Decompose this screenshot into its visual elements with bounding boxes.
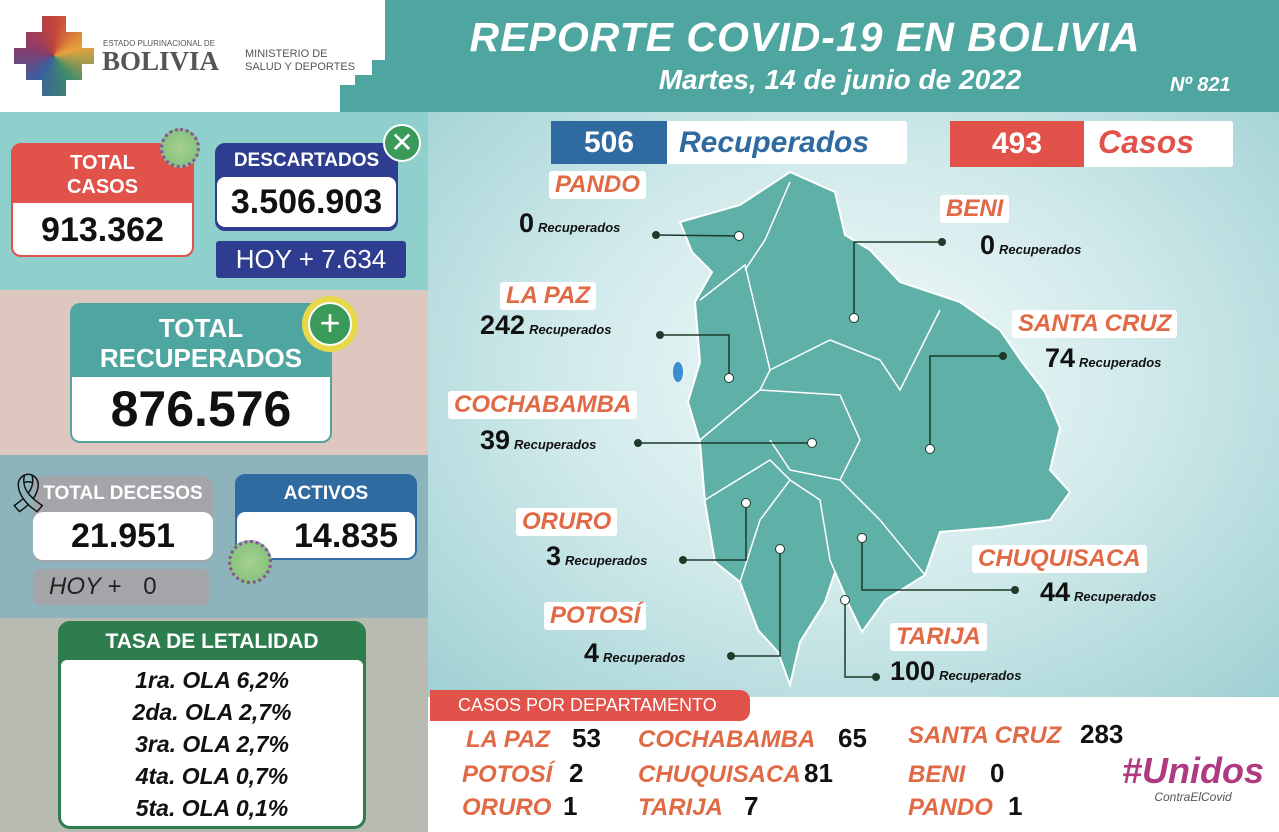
map-label-potos-: POTOSÍ — [544, 602, 647, 630]
logo-name: BOLIVIA — [102, 46, 220, 76]
ola-row: 2da. OLA 2,7% — [132, 699, 292, 725]
connector-line — [683, 503, 747, 561]
connector-line — [844, 600, 876, 678]
bolivia-shape — [678, 170, 1072, 689]
connector-line — [731, 549, 781, 657]
map-label-cochabamba: COCHABAMBA — [448, 391, 638, 419]
total-casos-card: TOTAL CASOS 913.362 — [11, 143, 194, 257]
map-label-santa-cruz: SANTA CRUZ — [1012, 310, 1178, 338]
mourning-ribbon-icon: 🎗 — [4, 473, 53, 515]
total-recuperados-card: TOTAL RECUPERADOS 876.576 — [70, 303, 332, 443]
map-recovered-potos-: 4 Recuperados — [584, 638, 686, 668]
map-recovered-la-paz: 242 Recuperados — [480, 310, 612, 340]
connector-line — [655, 234, 740, 237]
ola-row: 5ta. OLA 0,1% — [135, 795, 289, 821]
casos-dept-name: TARIJA — [638, 794, 723, 821]
map-marker — [741, 498, 751, 508]
connector-line — [929, 355, 1003, 449]
connector-end-dot — [1011, 586, 1019, 594]
connector-end-dot — [999, 352, 1007, 360]
map-marker — [925, 444, 935, 454]
map-marker — [775, 544, 785, 554]
map-recovered-santa-cruz: 74 Recuperados — [1045, 343, 1162, 373]
map-label-chuquisaca: CHUQUISACA — [972, 545, 1147, 573]
connector-end-dot — [652, 231, 660, 239]
map-marker — [857, 533, 867, 543]
casos-dept-value: 81 — [804, 758, 833, 788]
connector-end-dot — [634, 439, 642, 447]
letalidad-card: TASA DE LETALIDAD 1ra. OLA 6,2% 2da. OLA… — [58, 621, 366, 829]
header-banner — [385, 0, 1279, 112]
daily-recuperados-badge: 506 Recuperados — [551, 121, 907, 164]
ola-row: 4ta. OLA 0,7% — [135, 763, 289, 789]
report-number: Nº 821 — [1170, 74, 1231, 96]
casos-dept-value: 283 — [1080, 719, 1124, 749]
descartados-value: 3.506.903 — [217, 177, 396, 227]
decesos-value: 21.951 — [33, 512, 213, 560]
casos-dept-value: 0 — [990, 758, 1005, 788]
connector-end-dot — [656, 331, 664, 339]
casos-departamento-title: CASOS POR DEPARTAMENTO — [430, 690, 750, 721]
map-marker — [724, 373, 734, 383]
casos-dept-value: 1 — [1008, 791, 1023, 821]
casos-dept-name: CHUQUISACA — [638, 761, 801, 788]
casos-dept-value: 1 — [563, 791, 578, 821]
map-recovered-chuquisaca: 44 Recuperados — [1040, 577, 1157, 607]
map-recovered-beni: 0 Recuperados — [980, 230, 1082, 260]
report-title: REPORTE COVID-19 EN BOLIVIA — [469, 14, 1141, 60]
casos-dept-name: SANTA CRUZ — [908, 722, 1062, 749]
map-label-pando: PANDO — [549, 171, 646, 199]
casos-dept-value: 7 — [744, 791, 759, 821]
logo-subtitle: ESTADO PLURINACIONAL DE — [103, 39, 216, 48]
unidos-campaign-logo: #Unidos ContraElCovid — [1121, 750, 1264, 805]
activos-card: ACTIVOS 14.835 — [235, 474, 417, 560]
connector-line — [861, 538, 1015, 591]
decesos-card: TOTAL DECESOS 21.951 — [33, 476, 213, 562]
map-label-oruro: ORURO — [516, 508, 618, 536]
virus-icon — [228, 540, 272, 584]
map-marker — [734, 231, 744, 241]
connector-line — [853, 241, 942, 318]
connector-end-dot — [727, 652, 735, 660]
decesos-today: HOY +0 — [33, 569, 209, 605]
casos-dept-name: LA PAZ — [466, 726, 550, 753]
casos-dept-value: 65 — [838, 723, 867, 753]
connector-end-dot — [938, 238, 946, 246]
connector-end-dot — [679, 556, 687, 564]
map-recovered-cochabamba: 39 Recuperados — [480, 425, 597, 455]
map-marker — [840, 595, 850, 605]
ola-row: 1ra. OLA 6,2% — [135, 667, 289, 693]
map-recovered-oruro: 3 Recuperados — [546, 541, 648, 571]
total-casos-value: 913.362 — [13, 203, 192, 255]
report-date: Martes, 14 de junio de 2022 — [658, 64, 1022, 95]
casos-dept-name: ORURO — [462, 794, 552, 821]
close-x-icon: ✕ — [383, 124, 421, 162]
map-label-tarija: TARIJA — [890, 623, 987, 651]
map-recovered-tarija: 100 Recuperados — [890, 656, 1022, 686]
casos-dept-name: PANDO — [908, 794, 993, 821]
casos-dept-name: POTOSÍ — [462, 761, 553, 788]
casos-dept-value: 53 — [572, 723, 601, 753]
map-recovered-pando: 0 Recuperados — [519, 208, 621, 238]
casos-dept-name: COCHABAMBA — [638, 726, 816, 753]
map-marker — [807, 438, 817, 448]
ministry-name: MINISTERIO DE SALUD Y DEPORTES — [245, 48, 356, 73]
daily-casos-badge: 493 Casos — [950, 121, 1233, 167]
map-label-beni: BENI — [940, 195, 1010, 223]
virus-icon — [160, 128, 200, 168]
casos-dept-value: 2 — [569, 758, 584, 788]
descartados-today: HOY + 7.634 — [216, 241, 406, 278]
connector-end-dot — [872, 673, 880, 681]
plus-icon: + — [302, 296, 358, 352]
map-marker — [849, 313, 859, 323]
casos-dept-name: BENI — [908, 761, 966, 788]
connector-line — [660, 334, 730, 378]
ola-row: 3ra. OLA 2,7% — [135, 731, 289, 757]
descartados-card: DESCARTADOS 3.506.903 — [215, 143, 398, 231]
map-label-la-paz: LA PAZ — [500, 282, 596, 310]
recuperados-value: 876.576 — [72, 377, 330, 441]
